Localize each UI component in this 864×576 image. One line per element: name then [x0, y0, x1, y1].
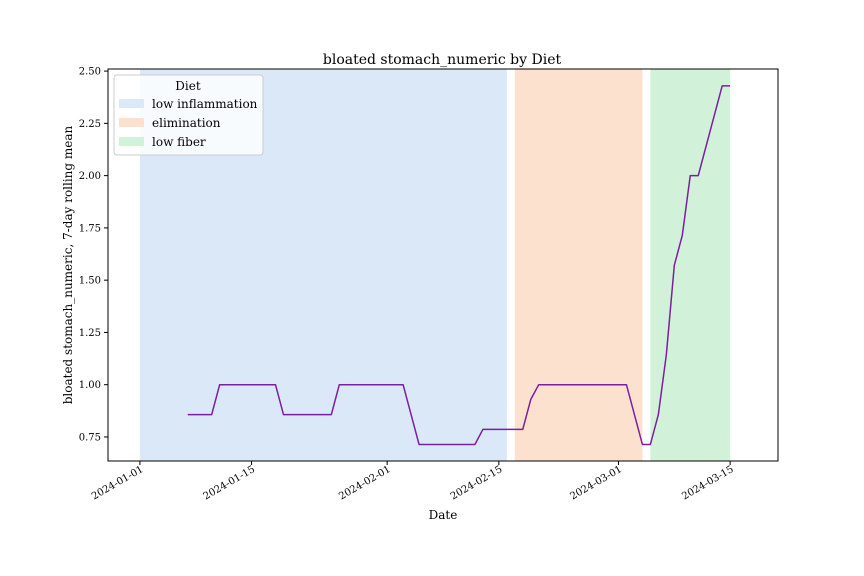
- legend-swatch-2: [119, 118, 144, 127]
- y-axis-label: bloated stomach_numeric, 7-day rolling m…: [61, 125, 75, 404]
- y-tick-label-2: 1.00: [79, 380, 101, 391]
- diet-region-3: [650, 69, 731, 461]
- plot-frame: [107, 68, 779, 462]
- legend-label-2: elimination: [152, 116, 221, 130]
- y-tick-label-5: 1.75: [79, 223, 101, 234]
- y-axis-ticks: 0.75 1.00 1.25 1.50 1.75 2.00 2.25 2.50: [79, 67, 108, 443]
- x-axis-label: Date: [429, 508, 458, 522]
- chart-title: bloated stomach_numeric by Diet: [323, 52, 562, 68]
- y-tick-label-3: 1.25: [79, 328, 101, 339]
- legend-swatch-3: [119, 137, 144, 146]
- series-group: [187, 85, 731, 446]
- legend-entries: low inflammation elimination low fiber: [119, 97, 258, 149]
- legend-label-3: low fiber: [152, 135, 206, 149]
- y-tick-label-8: 2.50: [79, 67, 101, 78]
- legend-swatch-1: [119, 99, 144, 108]
- y-tick-label-4: 1.50: [79, 276, 101, 287]
- legend-label-1: low inflammation: [152, 97, 258, 111]
- y-tick-label-7: 2.25: [79, 119, 101, 130]
- legend-box: [113, 74, 264, 156]
- series-line-1: [187, 85, 731, 446]
- y-tick-label-6: 2.00: [79, 171, 101, 182]
- legend: Diet low inflammation elimination low fibe…: [113, 74, 264, 156]
- legend-title: Diet: [175, 79, 201, 93]
- y-tick-label-1: 0.75: [79, 432, 101, 443]
- diet-region-2: [514, 69, 643, 461]
